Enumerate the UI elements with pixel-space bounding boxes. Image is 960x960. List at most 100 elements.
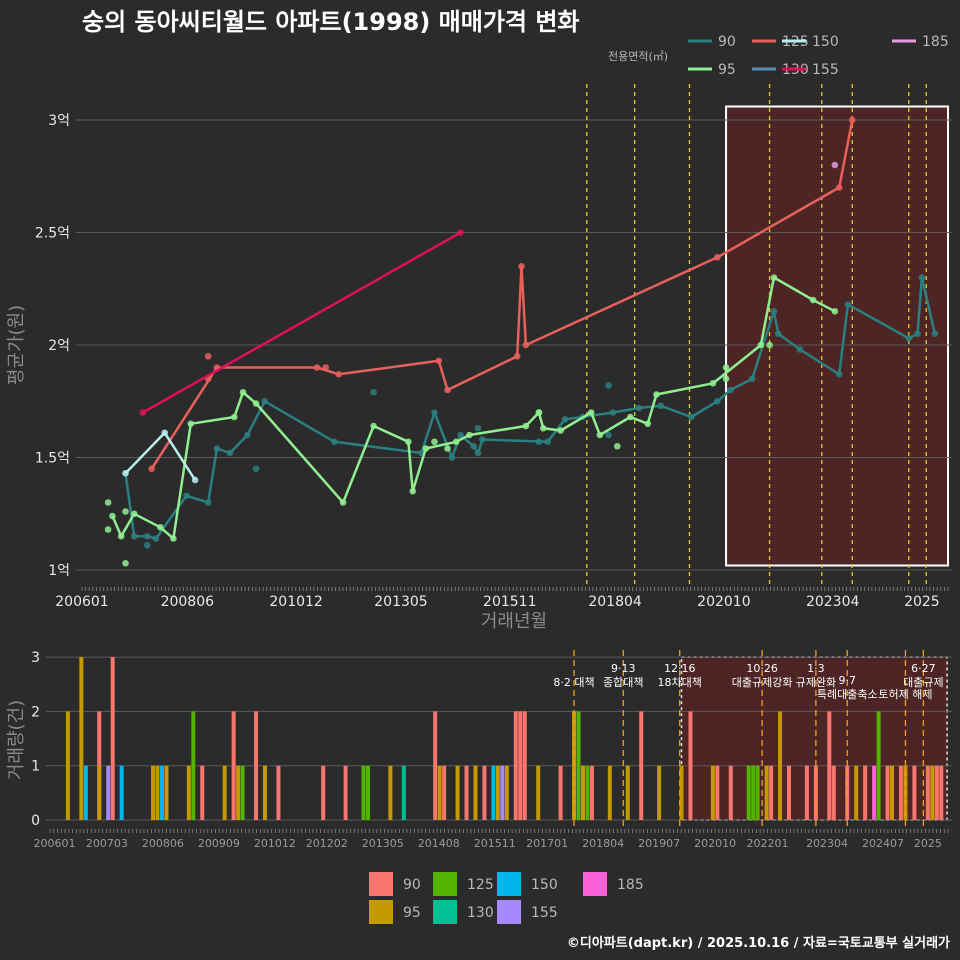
volume-bar-90	[863, 765, 868, 820]
volume-bar-90	[464, 765, 469, 820]
volume-bar-125	[755, 765, 760, 820]
scatter-point-90	[474, 424, 482, 432]
policy-date: 12·16	[664, 662, 696, 675]
top-legend: 전용면적(㎡) 9012515018595130155	[608, 34, 949, 78]
policy-date: 9·13	[611, 662, 636, 675]
volume-x-tick-label: 201012	[254, 837, 296, 850]
data-point-125	[714, 253, 721, 261]
policy-label: 18차대책	[658, 676, 702, 689]
legend-swatch-90	[369, 872, 393, 896]
volume-bar-90	[231, 711, 236, 820]
data-point-95	[109, 512, 116, 520]
data-point-95	[809, 296, 817, 304]
legend-swatch-185	[583, 872, 607, 896]
data-point-90	[770, 307, 778, 315]
legend-title: 전용면적(㎡)	[608, 50, 668, 63]
volume-bar-90	[804, 765, 809, 820]
y-tick-label: 2.5억	[35, 226, 70, 242]
policy-date: 6·27	[911, 662, 936, 675]
volume-bar-90	[110, 657, 115, 820]
volume-bar-90	[254, 711, 259, 820]
volume-bar-155	[500, 765, 505, 820]
scatter-point-95	[613, 442, 621, 450]
scatter-point-95	[766, 341, 773, 349]
policy-date: 10·26	[746, 662, 778, 675]
volume-bar-95	[186, 765, 191, 820]
data-point-155	[457, 229, 464, 236]
data-point-95	[157, 523, 164, 531]
scatter-point-90	[143, 541, 151, 549]
y-tick-label: 3억	[48, 113, 70, 129]
volume-bar-130	[401, 765, 406, 820]
legend-label-185: 185	[922, 34, 949, 50]
scatter-point-95	[722, 375, 730, 383]
data-point-155	[139, 409, 147, 416]
volume-bar-95	[580, 765, 585, 820]
volume-bar-95	[151, 765, 156, 820]
scatter-point-90	[605, 431, 612, 439]
data-point-95	[627, 413, 634, 421]
y-tick-label: 1억	[48, 563, 70, 579]
series-line-155	[142, 231, 462, 414]
volume-bar-90	[522, 711, 527, 820]
data-point-125	[148, 465, 155, 473]
data-point-90	[470, 442, 477, 450]
legend-label-95: 95	[403, 905, 421, 921]
data-point-90	[609, 409, 617, 416]
legend-label-90: 90	[718, 34, 736, 50]
data-point-95	[653, 391, 660, 398]
volume-bar-125	[240, 765, 245, 820]
scatter-point-90	[535, 438, 543, 446]
scatter-point-125	[322, 364, 329, 371]
volume-x-tick-label: 200601	[33, 837, 75, 850]
data-point-90	[474, 449, 482, 457]
data-point-95	[252, 400, 260, 407]
legend-swatch-155	[497, 900, 521, 924]
scatter-point-95	[104, 499, 112, 506]
data-point-90	[448, 454, 456, 461]
volume-x-tick-label: 202201	[747, 837, 789, 850]
volume-bar-125	[361, 765, 366, 820]
volume-bar-95	[854, 765, 859, 820]
volume-bar-90	[898, 765, 903, 820]
volume-bar-95	[97, 765, 102, 820]
volume-x-tick-label: 201305	[362, 837, 404, 850]
data-point-90	[844, 301, 852, 308]
volume-bar-150	[83, 765, 88, 820]
scatter-point-125	[204, 352, 212, 360]
data-point-150	[122, 469, 129, 477]
policy-label: 종합대책	[603, 676, 643, 689]
volume-bar-95	[679, 765, 684, 820]
volume-bar-90	[728, 765, 733, 820]
volume-bar-125	[876, 711, 881, 820]
scatter-point-95	[104, 526, 112, 533]
data-point-90	[244, 431, 251, 439]
volume-bar-95	[155, 765, 160, 820]
data-point-95	[422, 445, 430, 452]
data-point-95	[339, 499, 347, 506]
volume-bar-90	[912, 765, 917, 820]
volume-bar-90	[200, 765, 205, 820]
data-point-90	[143, 532, 151, 540]
data-point-90	[226, 449, 234, 457]
volume-bar-95	[222, 765, 227, 820]
volume-bar-90	[939, 765, 944, 820]
data-point-95	[170, 535, 177, 542]
data-point-125	[335, 370, 343, 378]
data-point-90	[905, 334, 913, 342]
volume-bar-95	[388, 765, 393, 820]
legend-label-95: 95	[718, 62, 736, 78]
data-point-90	[331, 438, 338, 446]
x-tick-label: 200601	[55, 594, 108, 610]
volume-bar-90	[558, 765, 563, 820]
data-point-90	[657, 402, 665, 410]
legend-label-150: 150	[531, 877, 558, 893]
volume-bar-150	[119, 765, 124, 820]
data-point-90	[544, 438, 551, 446]
scatter-point-90	[252, 465, 260, 473]
data-point-90	[774, 330, 782, 338]
volume-bar-95	[164, 765, 169, 820]
volume-bar-90	[827, 711, 832, 820]
volume-bar-95	[437, 765, 442, 820]
